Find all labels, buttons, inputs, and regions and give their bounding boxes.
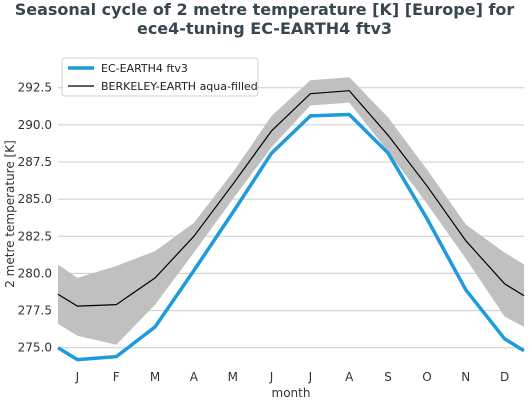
chart-title-line-2: ece4-tuning EC-EARTH4 ftv3 [136,19,393,38]
y-axis-label: 2 metre temperature [K] [3,140,17,288]
x-tick-label: A [190,370,199,384]
y-tick-label: 287.5 [18,155,52,169]
series-lines [57,90,525,362]
x-tick-label: S [384,370,392,384]
y-tick-label: 282.5 [18,229,52,243]
uncertainty-band [58,77,524,345]
x-tick-label: N [461,370,470,384]
x-tick-label: A [345,370,354,384]
x-tick-label: D [500,370,509,384]
x-axis-label: month [272,386,311,400]
chart-title-line-1: Seasonal cycle of 2 metre temperature [K… [14,0,515,19]
x-tick-label: O [422,370,431,384]
x-tick-label: M [228,370,238,384]
x-tick-label: J [75,370,80,384]
y-tick-label: 290.0 [18,118,52,132]
legend-box [61,57,259,97]
x-tick-label: F [113,370,120,384]
y-tick-label: 285.0 [18,192,52,206]
chart-title: Seasonal cycle of 2 metre temperature [K… [0,0,529,38]
y-tick-label: 275.0 [18,341,52,355]
series-line-berkeley [57,90,525,307]
y-tick-label: 277.5 [18,304,52,318]
y-tick-label: 292.5 [18,81,52,95]
series-line-ec-earth [57,112,525,362]
legend-label-berkeley: BERKELEY-EARTH aqua-filled [101,80,258,93]
y-tick-label: 280.0 [18,266,52,280]
y-axis-ticks: 275.0 277.5 280.0 282.5 285.0 287.5 290.0 292.5 [18,81,52,355]
x-tick-label: M [150,370,160,384]
legend: EC-EARTH4 ftv3 BERKELEY-EARTH aqua-fille… [61,57,259,97]
berkeley-band [58,77,524,345]
x-tick-label: J [308,370,313,384]
legend-label-ec-earth: EC-EARTH4 ftv3 [101,62,188,75]
x-tick-label: J [269,370,274,384]
